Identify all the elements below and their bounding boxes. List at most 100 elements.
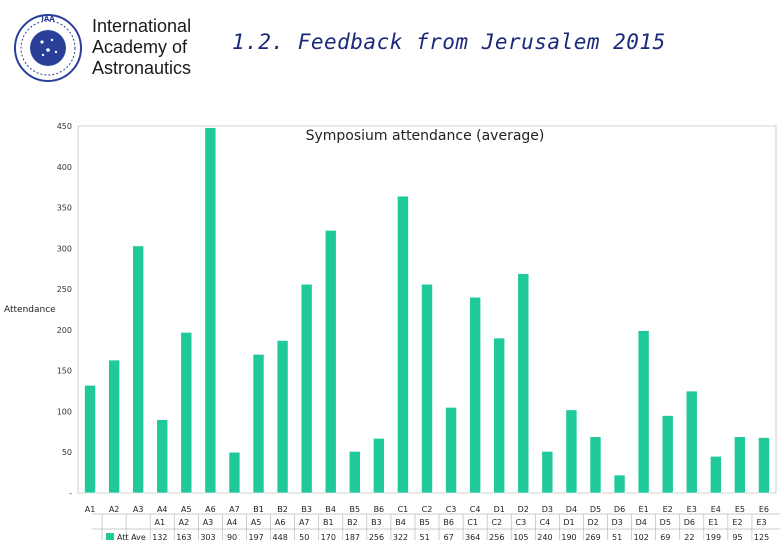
- table-header-cell: B1: [323, 518, 334, 527]
- bar-A1: [84, 385, 96, 494]
- x-tick-label: D6: [614, 505, 625, 514]
- x-tick-label: E1: [639, 505, 649, 514]
- x-tick-label: C1: [398, 505, 409, 514]
- bar-C4: [469, 296, 481, 494]
- table-value-cell: 163: [176, 533, 191, 540]
- x-tick-label: C3: [446, 505, 457, 514]
- bar-C1: [397, 195, 409, 494]
- table-header-cell: D2: [587, 518, 598, 527]
- x-tick-label: D1: [494, 505, 505, 514]
- y-axis: - 50 100 150 200 250 300 350 400 450: [57, 122, 72, 498]
- table-value-cell: 199: [706, 533, 721, 540]
- x-tick-label: B5: [350, 505, 361, 514]
- y-axis-label: Attendance: [4, 305, 56, 315]
- bar-A7: [228, 451, 241, 494]
- table-value-cell: 303: [200, 533, 215, 540]
- table-header-cell: C1: [467, 518, 478, 527]
- table-header-cell: C3: [516, 518, 527, 527]
- table-header-cell: A3: [203, 518, 214, 527]
- y-tick-label: 150: [57, 367, 72, 376]
- y-tick-label: 50: [62, 448, 72, 457]
- x-tick-label: B6: [374, 505, 385, 514]
- table-value-cell: 269: [585, 533, 600, 540]
- table-value-cell: 187: [345, 533, 360, 540]
- x-tick-label: A7: [229, 505, 240, 514]
- bar-A6: [204, 127, 217, 494]
- bar-E2: [661, 415, 674, 494]
- table-value-cell: 256: [369, 533, 384, 540]
- bar-D2: [517, 273, 530, 494]
- bar-E1: [637, 330, 650, 494]
- x-axis: A1 A2 A3 A4 A5 A6 A7 B1 B2 B3 B4 B5 B6 C1 C2 C3 C4 D1 D2 D3…: [85, 505, 769, 514]
- table-header-cell: A5: [251, 518, 262, 527]
- bar-B2: [276, 340, 289, 494]
- y-tick-label: 100: [57, 407, 72, 416]
- x-tick-label: E6: [759, 505, 769, 514]
- bar-D3: [541, 451, 554, 494]
- x-tick-label: B3: [301, 505, 312, 514]
- bar-D1: [493, 337, 506, 494]
- bar-B4: [324, 230, 337, 494]
- bar-A4: [156, 419, 169, 494]
- x-tick-label: A6: [205, 505, 216, 514]
- bar-series: [84, 127, 770, 494]
- y-tick-label: 350: [57, 204, 72, 213]
- table-value-cell: 125: [754, 533, 769, 540]
- bar-A2: [108, 359, 120, 494]
- table-value-cell: 364: [465, 533, 480, 540]
- x-tick-label: C2: [422, 505, 433, 514]
- table-value-cell: 190: [561, 533, 576, 540]
- table-header-cell: E2: [732, 518, 742, 527]
- x-tick-label: C4: [470, 505, 481, 514]
- table-header-cell: E1: [708, 518, 718, 527]
- table-header-cell: D4: [636, 518, 647, 527]
- y-tick-label: 250: [57, 285, 72, 294]
- table-header-cell: A7: [299, 518, 310, 527]
- table-header-cell: A1: [155, 518, 166, 527]
- x-tick-label: B2: [277, 505, 288, 514]
- table-header-cell: D5: [660, 518, 671, 527]
- table-value-cell: 51: [612, 533, 622, 540]
- table-value-cell: 22: [684, 533, 694, 540]
- logo-text: IAA: [41, 15, 55, 23]
- table-value-cell: 105: [513, 533, 528, 540]
- table-value-cell: 448: [273, 533, 288, 540]
- table-value-cell: 170: [321, 533, 336, 540]
- x-tick-label: A3: [133, 505, 144, 514]
- bar-C3: [445, 407, 457, 494]
- table-value-cell: 322: [393, 533, 408, 540]
- table-value-cell: 132: [152, 533, 167, 540]
- x-tick-label: E3: [687, 505, 697, 514]
- x-tick-label: D3: [542, 505, 553, 514]
- table-value-cell: 256: [489, 533, 504, 540]
- table-header-cell: E3: [756, 518, 766, 527]
- table-header-cell: B4: [395, 518, 406, 527]
- x-tick-label: A1: [85, 505, 96, 514]
- x-tick-label: D2: [518, 505, 529, 514]
- legend-swatch: [106, 533, 114, 540]
- table-value-cell: 51: [419, 533, 429, 540]
- bar-B3: [300, 283, 313, 494]
- bar-D5: [589, 436, 602, 494]
- table-header-cell: B2: [347, 518, 358, 527]
- bar-A5: [180, 332, 193, 494]
- table-header-cell: D6: [684, 518, 695, 527]
- x-tick-label: A5: [181, 505, 192, 514]
- legend-series-name: Att Ave: [117, 533, 146, 540]
- x-tick-label: B4: [325, 505, 336, 514]
- chart-title: Symposium attendance (average): [306, 128, 545, 144]
- bar-C2: [421, 283, 433, 494]
- iaa-logo: IAA: [14, 14, 82, 82]
- table-value-cell: 50: [299, 533, 309, 540]
- attendance-bar-chart: - 50 100 150 200 250 300 350 400 450 A1 A2 A3 A4 A5 A6…: [4, 122, 780, 540]
- bar-E6: [758, 437, 770, 494]
- table-header-cell: A4: [227, 518, 238, 527]
- bar-B1: [252, 354, 265, 494]
- table-header-cell: D3: [612, 518, 623, 527]
- table-header-cell: B6: [443, 518, 454, 527]
- bar-D6: [613, 474, 626, 494]
- table-header-cell: C4: [540, 518, 551, 527]
- table-value-cell: 240: [537, 533, 552, 540]
- table-header-cell: D1: [563, 518, 574, 527]
- table-header-cell: B5: [419, 518, 430, 527]
